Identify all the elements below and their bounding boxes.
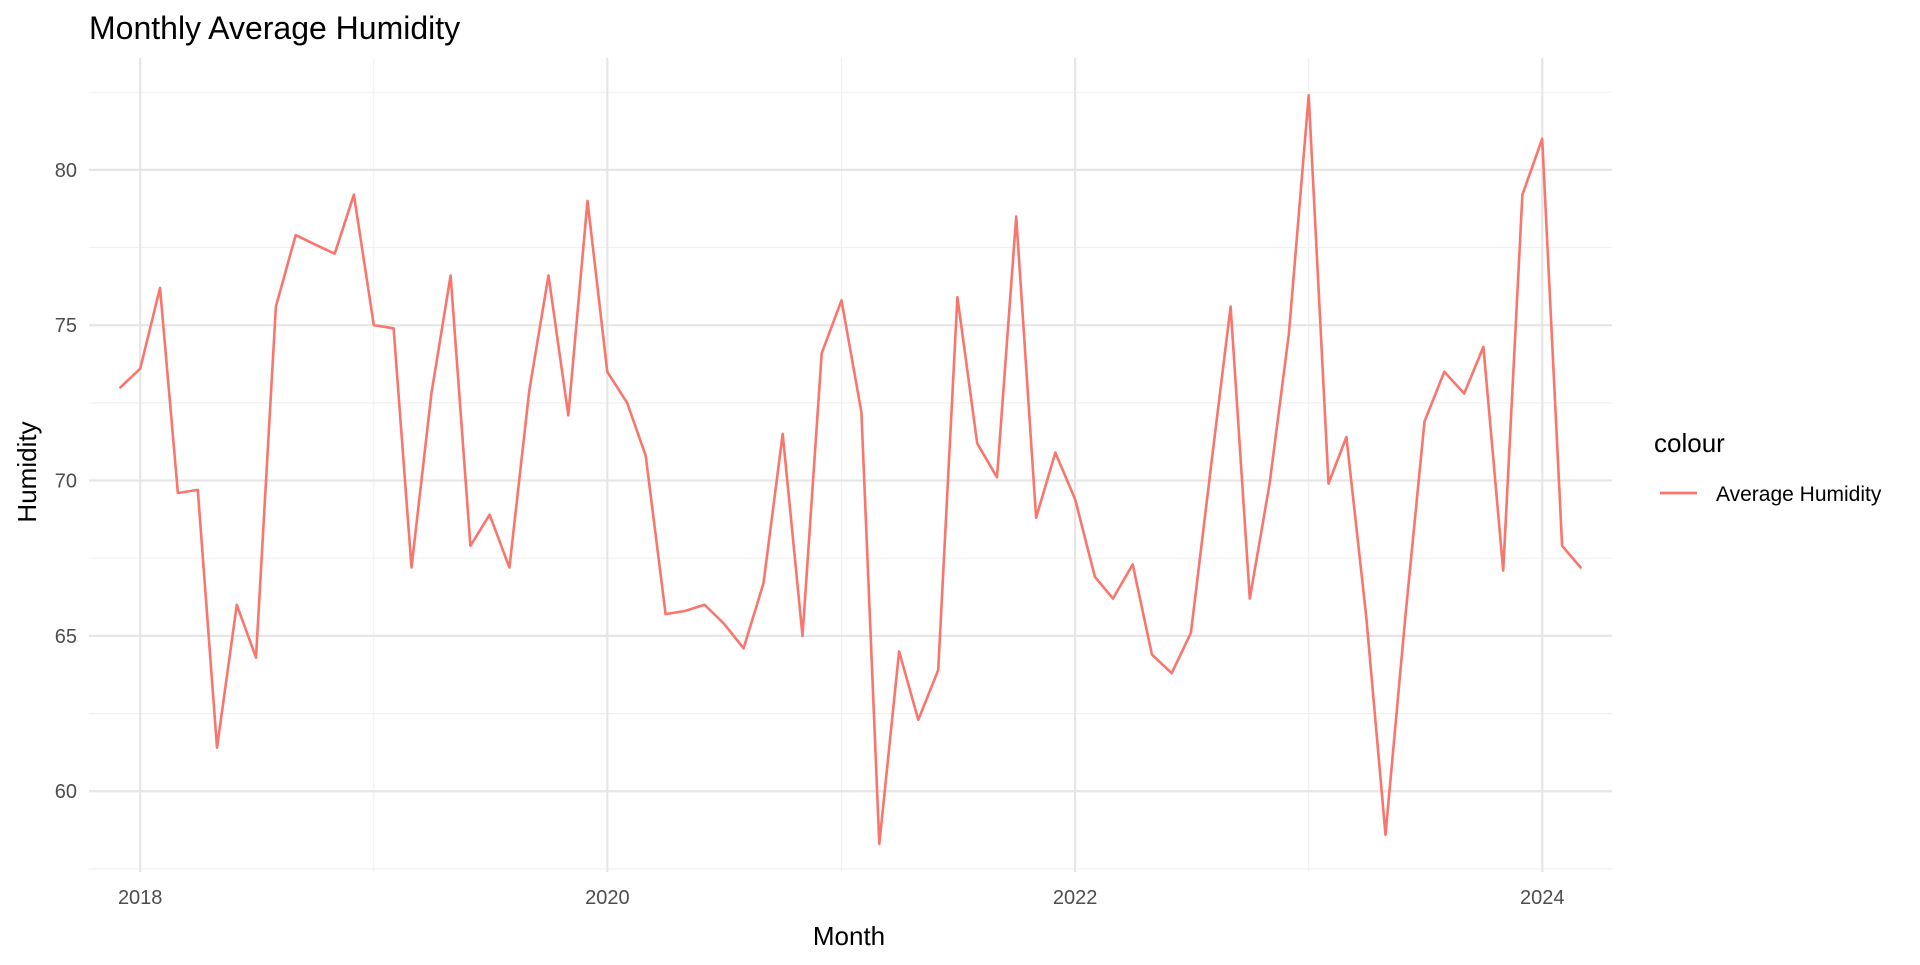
chart-title: Monthly Average Humidity bbox=[89, 10, 460, 46]
y-tick-label: 80 bbox=[55, 160, 77, 182]
legend-title: colour bbox=[1654, 428, 1725, 458]
y-axis-title: Humidity bbox=[12, 421, 42, 522]
y-tick-label: 60 bbox=[55, 781, 77, 803]
series-line-average-humidity bbox=[119, 94, 1582, 846]
y-tick-label: 70 bbox=[55, 471, 77, 493]
legend-label-average-humidity: Average Humidity bbox=[1716, 483, 1882, 506]
y-tick-label: 75 bbox=[55, 315, 77, 337]
x-tick-label: 2024 bbox=[1520, 887, 1565, 909]
x-axis-title: Month bbox=[813, 921, 885, 951]
legend: colour Average Humidity bbox=[1654, 428, 1882, 506]
tick-labels: 60 65 70 75 80 2018 2020 2022 2024 bbox=[55, 160, 1565, 909]
x-tick-label: 2022 bbox=[1053, 887, 1098, 909]
y-tick-label: 65 bbox=[55, 626, 77, 648]
x-tick-label: 2018 bbox=[118, 887, 163, 909]
x-tick-label: 2020 bbox=[585, 887, 630, 909]
series-layer bbox=[119, 94, 1582, 846]
grid bbox=[89, 58, 1612, 872]
